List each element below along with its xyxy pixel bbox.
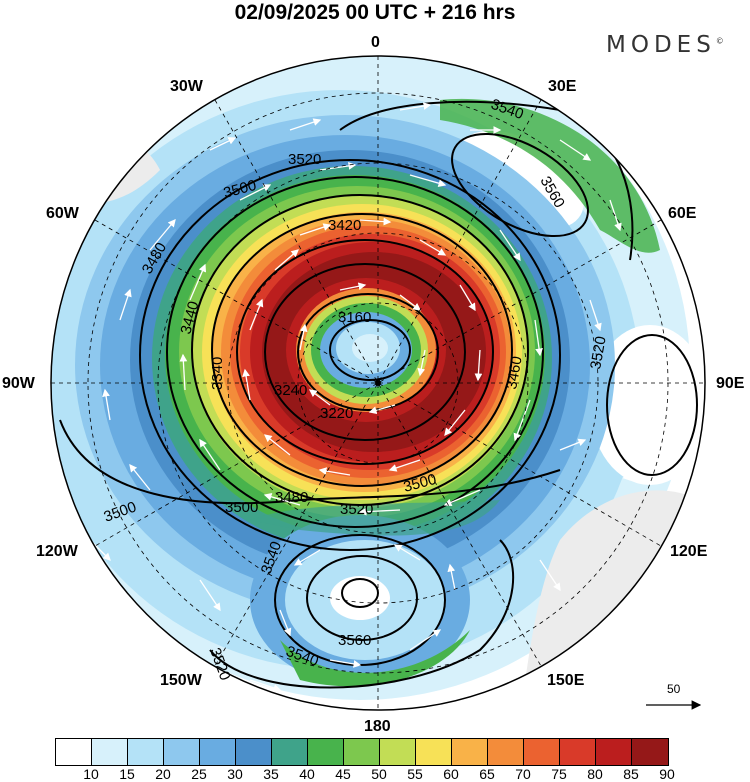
colorbar-tick-label: 50 xyxy=(371,766,387,782)
colorbar-tick-label: 90 xyxy=(659,766,675,782)
lon-label-90e: 90E xyxy=(716,375,745,392)
lon-label-120e: 120E xyxy=(670,543,708,560)
lon-label-60w: 60W xyxy=(46,205,79,222)
contour-label: 3460 xyxy=(503,355,526,391)
colorbar-swatch xyxy=(452,739,488,765)
colorbar-tick-label: 70 xyxy=(515,766,531,782)
contour-label: 3520 xyxy=(340,501,373,518)
colorbar-tick-label: 40 xyxy=(299,766,315,782)
colorbar-swatch xyxy=(416,739,452,765)
map-title: 02/09/2025 00 UTC + 216 hrs xyxy=(234,1,516,24)
colorbar-tick-label: 45 xyxy=(335,766,351,782)
lon-label-0: 0 xyxy=(371,34,380,51)
colorbar-swatch xyxy=(380,739,416,765)
colorbar-tick-label: 15 xyxy=(119,766,135,782)
pole-marker xyxy=(375,380,381,386)
colorbar-tick-label: 65 xyxy=(479,766,495,782)
contour-label: 3220 xyxy=(320,405,353,422)
map-border xyxy=(50,55,706,711)
colorbar-swatch xyxy=(164,739,200,765)
contour-label: 3520 xyxy=(288,151,321,168)
colorbar-tick-label: 20 xyxy=(155,766,171,782)
contour-label: 3520 xyxy=(587,335,610,371)
colorbar-swatch xyxy=(92,739,128,765)
lon-label-150e: 150E xyxy=(547,672,585,689)
colorbar-tick-label: 55 xyxy=(407,766,423,782)
colorbar-swatch xyxy=(596,739,632,765)
wind-vectors xyxy=(89,102,631,692)
contour-label: 3560 xyxy=(338,632,371,649)
colorbar xyxy=(55,738,669,766)
lon-label-180: 180 xyxy=(364,718,391,735)
colorbar-swatch xyxy=(632,739,668,765)
copyright-mark: © xyxy=(715,36,724,46)
colorbar-tick-label: 25 xyxy=(191,766,207,782)
contour-label: 3160 xyxy=(338,309,371,326)
lon-label-60e: 60E xyxy=(668,205,697,222)
reference-vector-arrow xyxy=(646,700,702,710)
colorbar-tick-label: 10 xyxy=(83,766,99,782)
lon-label-90w: 90W xyxy=(2,375,35,392)
colorbar-tick-label: 75 xyxy=(551,766,567,782)
contour-label: 3420 xyxy=(328,217,361,234)
brand-text: MODES xyxy=(606,32,716,58)
reference-vector-label: 50 xyxy=(667,682,681,696)
colorbar-tick-label: 30 xyxy=(227,766,243,782)
contour-label: 3480 xyxy=(275,489,308,506)
colorbar-swatch xyxy=(560,739,596,765)
colorbar-tick-label: 85 xyxy=(623,766,639,782)
colorbar-tick-label: 80 xyxy=(587,766,603,782)
colorbar-swatch xyxy=(56,739,92,765)
colorbar-tick-label: 60 xyxy=(443,766,459,782)
colorbar-swatch xyxy=(200,739,236,765)
colorbar-swatch xyxy=(236,739,272,765)
colorbar-tick-label: 35 xyxy=(263,766,279,782)
colorbar-swatch xyxy=(344,739,380,765)
graticule xyxy=(51,56,705,710)
lon-label-150w: 150W xyxy=(160,672,202,689)
contour-label: 3240 xyxy=(274,382,307,399)
colorbar-swatch xyxy=(272,739,308,765)
colorbar-swatch xyxy=(128,739,164,765)
contour-label: 3500 xyxy=(225,499,258,516)
modes-logo: MODES© xyxy=(606,32,724,58)
lon-label-30e: 30E xyxy=(548,78,577,95)
colorbar-swatch xyxy=(308,739,344,765)
colorbar-swatch xyxy=(488,739,524,765)
lon-label-120w: 120W xyxy=(36,543,78,560)
colorbar-swatch xyxy=(524,739,560,765)
contour-label: 3340 xyxy=(209,357,226,390)
lon-label-30w: 30W xyxy=(170,78,203,95)
